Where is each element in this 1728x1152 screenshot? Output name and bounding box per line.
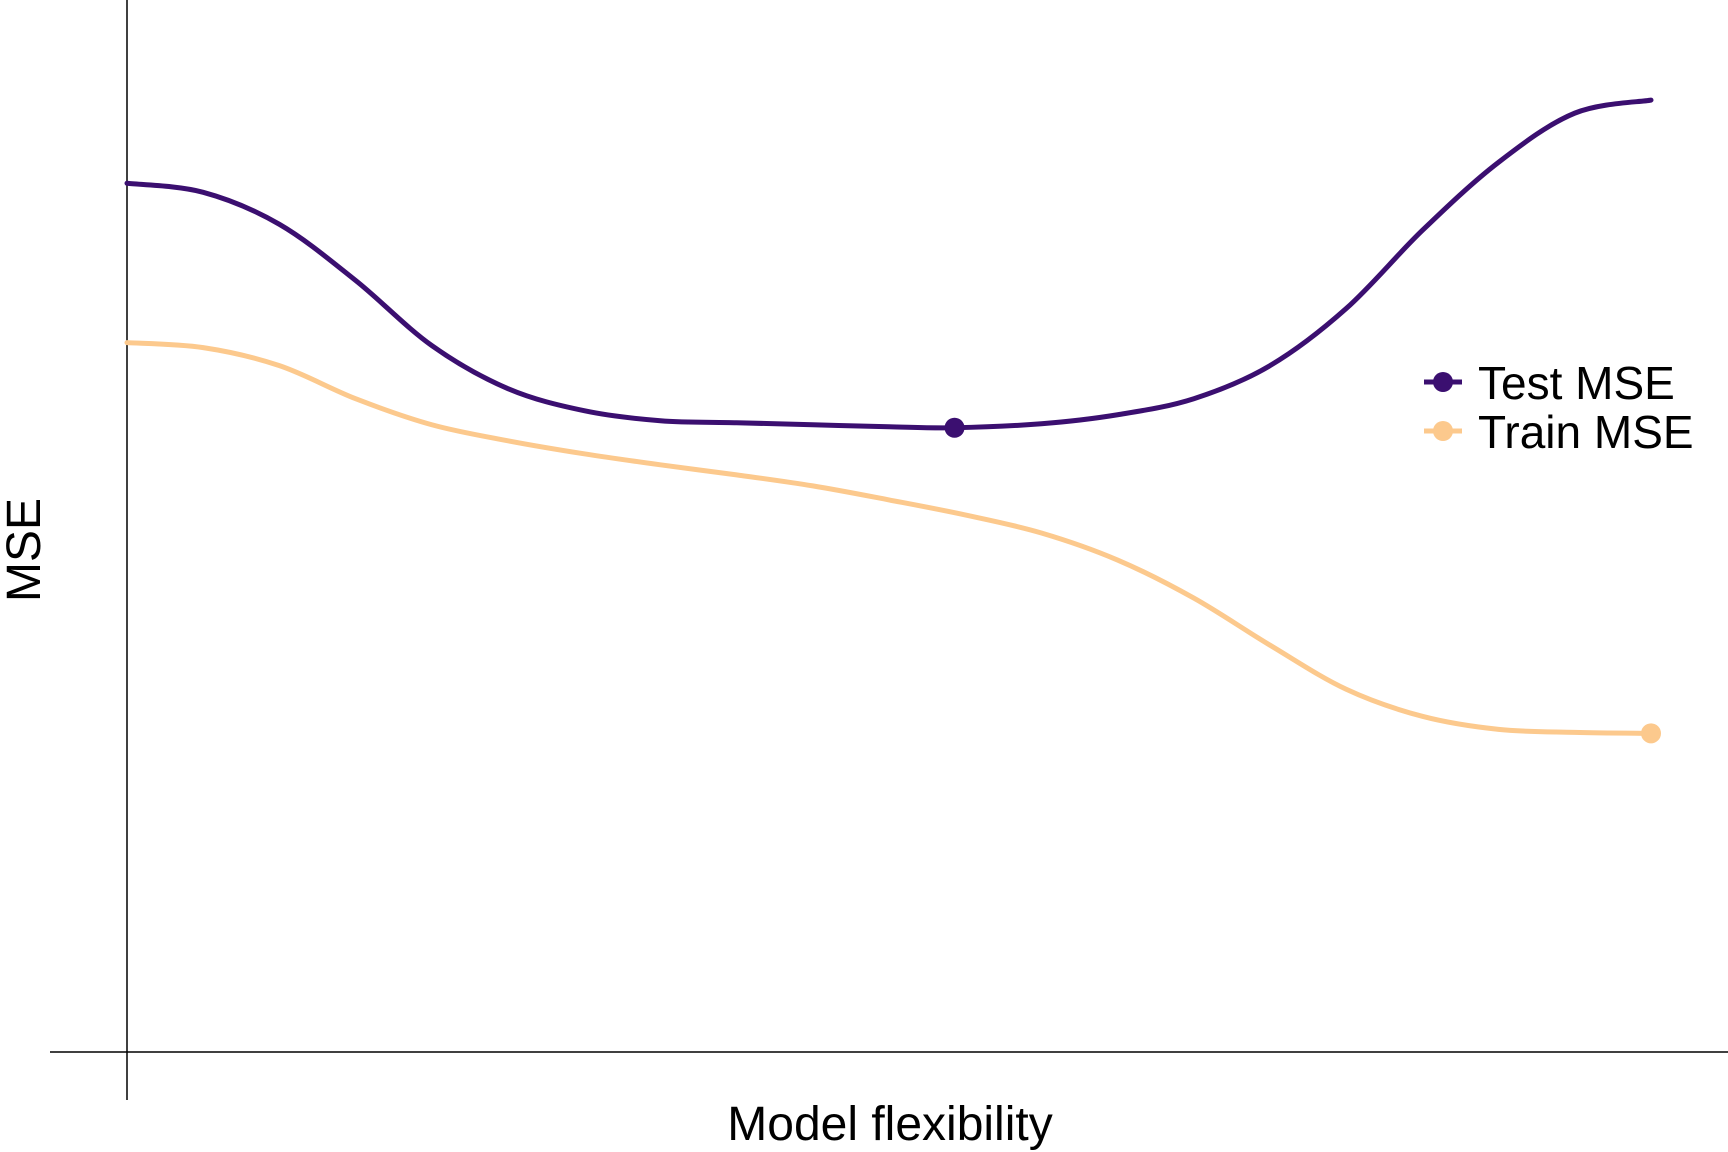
series-line-train-mse [124,340,1654,736]
legend-item-test: Test MSE [1424,357,1675,409]
legend-key-dot [1433,421,1453,441]
y-axis-label: MSE [0,498,51,602]
series-marker-test-mse [944,417,965,438]
series-marker-train-mse [1641,723,1661,744]
legend-label: Test MSE [1478,357,1675,409]
legend-label: Train MSE [1478,406,1694,458]
legend: Test MSE Train MSE [1424,357,1694,458]
x-axis-label: Model flexibility [727,1098,1052,1151]
legend-item-train: Train MSE [1424,406,1694,458]
series-line-test-mse [124,97,1654,431]
plot-area [124,97,1661,744]
legend-key-dot [1433,372,1453,392]
